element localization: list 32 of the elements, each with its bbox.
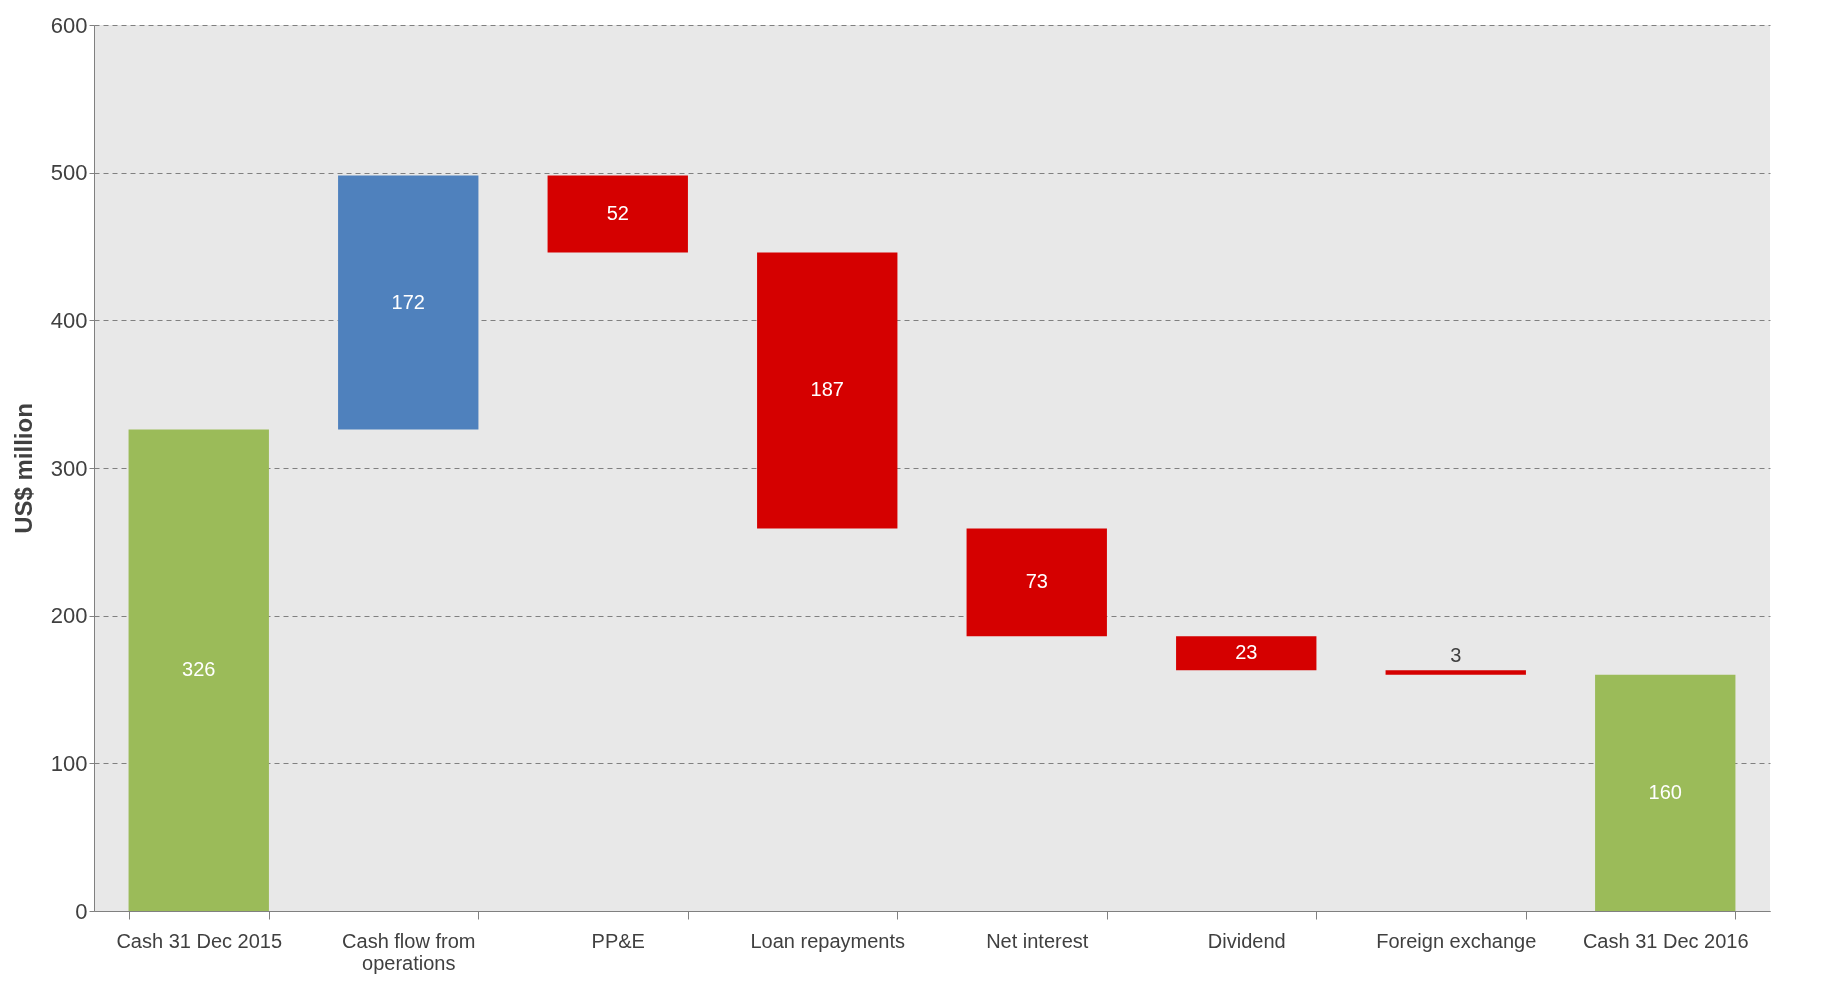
bar <box>966 528 1107 637</box>
x-tick-label: Dividend <box>1207 929 1286 952</box>
data-label: 52 <box>606 202 629 225</box>
x-tick-label: PP&E <box>591 929 645 952</box>
x-tick-label: Loan repayments <box>750 929 906 952</box>
data-label: 187 <box>810 378 844 401</box>
data-label: 172 <box>391 290 425 313</box>
y-tick-label: 0 <box>75 898 88 924</box>
x-tick-label: Cash 31 Dec 2016 <box>1582 929 1749 952</box>
bar <box>128 429 269 911</box>
x-tick-label: Foreign exchange <box>1376 929 1537 952</box>
x-tick-label: Cash 31 Dec 2015 <box>116 929 283 952</box>
bar <box>757 252 898 529</box>
y-tick-label: 100 <box>50 750 88 776</box>
data-label: 73 <box>1025 570 1048 593</box>
y-tick-label: 300 <box>50 455 88 481</box>
data-label: 3 <box>1450 644 1462 667</box>
y-tick-label: 400 <box>50 307 88 333</box>
bar <box>1595 674 1736 911</box>
y-tick-label: 500 <box>50 160 88 186</box>
x-tick-label: Net interest <box>986 929 1089 952</box>
y-tick-label: 200 <box>50 603 88 629</box>
x-tick-label: Cash flow from operations <box>342 929 476 974</box>
y-axis-title: US$ million <box>9 403 37 534</box>
data-label: 326 <box>182 658 216 681</box>
bar <box>547 175 688 253</box>
bar <box>1385 670 1526 675</box>
y-tick-label: 600 <box>50 12 88 38</box>
bar <box>1176 636 1317 671</box>
bar <box>338 175 479 430</box>
data-label: 160 <box>1648 780 1682 803</box>
data-label: 23 <box>1235 641 1258 664</box>
